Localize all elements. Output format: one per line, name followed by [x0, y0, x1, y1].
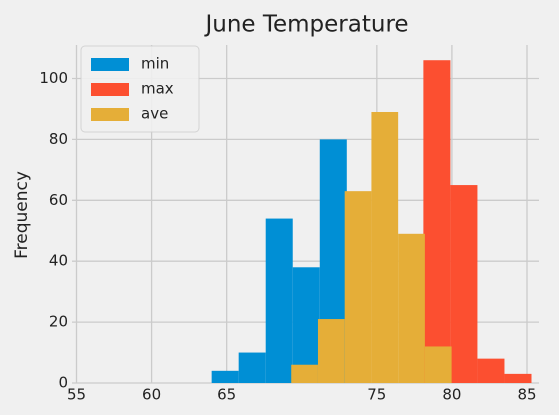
labels: 0 20 40 60 80 100 55 60 65 75 80 85	[39, 69, 536, 404]
y-tick-label: 0	[58, 374, 68, 392]
legend-label: max	[141, 80, 174, 98]
x-tick-label: 80	[442, 386, 461, 404]
legend: min max ave	[80, 45, 200, 133]
y-axis-label: Frequency	[12, 171, 32, 259]
y-tick-label: 100	[39, 69, 68, 87]
bar	[344, 191, 372, 383]
legend-swatch	[91, 58, 129, 71]
legend-swatch	[91, 108, 129, 121]
bar	[504, 373, 532, 383]
bars	[211, 60, 532, 384]
bar	[424, 346, 452, 383]
legend-label: min	[141, 55, 169, 73]
chart-title: June Temperature	[203, 12, 408, 38]
x-tick-label: 60	[142, 386, 161, 404]
bar	[265, 218, 293, 383]
bar	[398, 233, 425, 383]
bar	[291, 364, 318, 383]
y-tick-label: 40	[49, 252, 68, 270]
bar	[292, 267, 320, 383]
y-tick-label: 20	[49, 313, 68, 331]
legend-swatch	[91, 83, 129, 96]
bar	[423, 60, 451, 384]
y-tick-label: 80	[49, 130, 68, 148]
x-tick-label: 85	[517, 386, 536, 404]
x-tick-label: 75	[367, 386, 386, 404]
bar	[450, 185, 478, 383]
x-tick-label: 65	[217, 386, 236, 404]
legend-label: ave	[141, 105, 168, 123]
x-tick-label: 55	[67, 386, 86, 404]
bar	[371, 111, 399, 383]
bar	[211, 370, 239, 383]
bar	[317, 319, 345, 383]
bar	[238, 352, 266, 383]
y-tick-label: 60	[49, 191, 68, 209]
bar	[477, 358, 505, 383]
